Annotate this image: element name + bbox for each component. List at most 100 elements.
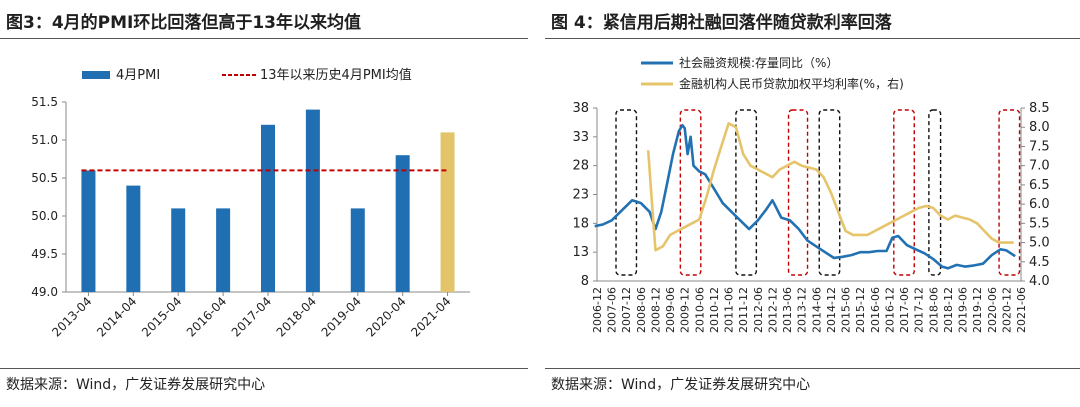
right-y-tick-label: 4.0 — [1029, 274, 1050, 289]
x-tick-label: 2017-06 — [898, 287, 911, 333]
right-y-tick-label: 8.0 — [1029, 120, 1050, 135]
x-tick-label: 2010-06 — [693, 287, 706, 333]
pmi-bar — [171, 208, 186, 292]
y-tick-label: 50.5 — [31, 171, 58, 185]
x-tick-label: 2016-06 — [869, 287, 882, 333]
left-y-tick-label: 8 — [581, 274, 589, 289]
x-tick-label: 2007-12 — [620, 287, 633, 333]
legend-pmi-label: 4月PMI — [116, 68, 160, 83]
tsf-stock-yoy-line — [594, 124, 1016, 270]
x-tick-label: 2017-04 — [229, 294, 274, 339]
y-tick-label: 51.0 — [31, 133, 58, 147]
figure-4-title: 图 4：紧信用后期社融回落伴随贷款利率回落 — [551, 13, 892, 33]
left-y-tick-label: 23 — [572, 188, 589, 203]
y-tick-label: 49.0 — [31, 285, 58, 299]
x-tick-label: 2021-06 — [1015, 287, 1028, 333]
figure-3-title: 图3：4月的PMI环比回落但高于13年以来均值 — [6, 13, 362, 33]
period-highlight-box — [679, 109, 702, 276]
y-tick-label: 49.5 — [31, 247, 58, 261]
x-tick-label: 2021-04 — [408, 294, 453, 339]
figure-3-source: 数据来源：Wind，广发证券发展研究中心 — [6, 377, 266, 393]
legend-rate-label: 金融机构人民币贷款加权平均利率(%，右) — [679, 76, 904, 91]
x-tick-label: 2015-06 — [840, 287, 853, 333]
right-y-tick-label: 6.5 — [1029, 178, 1050, 193]
period-highlight-box — [615, 109, 638, 276]
y-tick-label: 51.5 — [31, 95, 58, 109]
pmi-bar — [261, 124, 275, 292]
left-y-tick-label: 13 — [572, 245, 589, 260]
x-tick-label: 2018-06 — [927, 287, 940, 333]
x-tick-label: 2020-06 — [986, 287, 999, 333]
x-tick-label: 2013-06 — [781, 287, 794, 333]
period-highlight-box — [893, 109, 915, 276]
left-y-tick-label: 33 — [572, 130, 589, 145]
right-y-tick-label: 4.5 — [1029, 255, 1050, 270]
line-chart-period-boxes — [615, 109, 1021, 276]
figure-4-bottom-rule — [545, 368, 1080, 369]
right-y-tick-label: 6.0 — [1029, 197, 1050, 212]
legend-bar-swatch — [82, 71, 110, 79]
x-tick-label: 2012-06 — [752, 287, 765, 333]
left-y-tick-label: 18 — [572, 216, 589, 231]
x-tick-label: 2018-12 — [942, 287, 955, 333]
legend-tsf-label: 社会融资规模:存量同比（%） — [679, 55, 838, 70]
pmi-bar — [440, 132, 455, 292]
figure-4-top-rule — [545, 38, 1080, 39]
x-tick-label: 2013-04 — [49, 294, 94, 339]
right-y-tick-label: 5.5 — [1029, 216, 1050, 231]
figure-3-panel: 图3：4月的PMI环比回落但高于13年以来均值 4月PMI 13年以来历史4月P… — [0, 0, 528, 407]
pmi-bar — [350, 208, 365, 292]
x-tick-label: 2015-12 — [854, 287, 867, 333]
x-tick-label: 2019-06 — [957, 287, 970, 333]
x-tick-label: 2008-06 — [635, 287, 648, 333]
x-tick-label: 2017-12 — [913, 287, 926, 333]
x-tick-label: 2019-12 — [971, 287, 984, 333]
x-tick-label: 2013-12 — [796, 287, 809, 333]
loan-weighted-rate-line — [646, 122, 1014, 252]
line-chart-series — [594, 122, 1016, 270]
line-chart-axes — [593, 107, 1025, 282]
pmi-bar — [395, 155, 410, 292]
tsf-loan-rate-line-chart: 社会融资规模:存量同比（%） 金融机构人民币贷款加权平均利率(%，右) 8 13 1… — [572, 55, 1049, 333]
x-tick-label: 2020-12 — [1000, 287, 1013, 333]
x-tick-label: 2014-04 — [94, 294, 139, 339]
line-chart-legend: 社会融资规模:存量同比（%） 金融机构人民币贷款加权平均利率(%，右) — [641, 55, 904, 91]
y-tick-label: 50.0 — [31, 209, 58, 223]
pmi-bar — [81, 170, 96, 292]
figure-4-source: 数据来源：Wind，广发证券发展研究中心 — [551, 377, 811, 393]
figure-4-panel: 图 4：紧信用后期社融回落伴随贷款利率回落 社会融资规模:存量同比（%） 金融机… — [545, 0, 1080, 407]
x-tick-label: 2020-04 — [363, 294, 408, 339]
x-tick-label: 2011-12 — [737, 287, 750, 333]
bar-chart-legend: 4月PMI 13年以来历史4月PMI均值 — [82, 67, 412, 83]
period-highlight-box — [787, 109, 809, 276]
x-tick-label: 2019-04 — [319, 294, 364, 339]
right-y-tick-label: 7.0 — [1029, 159, 1050, 174]
x-tick-label: 2009-06 — [664, 287, 677, 333]
pmi-bar-chart: 4月PMI 13年以来历史4月PMI均值 49.0 49.5 50.0 50.5 51.… — [31, 67, 470, 340]
pmi-bar — [216, 208, 231, 292]
period-highlight-box — [928, 109, 942, 276]
x-tick-label: 2014-12 — [825, 287, 838, 333]
pmi-bar — [305, 109, 320, 292]
x-tick-label: 2010-12 — [708, 287, 721, 333]
x-tick-label: 2018-04 — [274, 294, 319, 339]
x-tick-label: 2011-06 — [723, 287, 736, 333]
legend-reference-label: 13年以来历史4月PMI均值 — [260, 67, 412, 83]
x-tick-label: 2009-12 — [679, 287, 692, 333]
right-y-tick-label: 5.0 — [1029, 236, 1050, 251]
figure-3-bottom-rule — [0, 368, 528, 369]
right-y-tick-label: 7.5 — [1029, 139, 1050, 154]
left-y-tick-label: 28 — [572, 159, 589, 174]
x-tick-label: 2012-12 — [766, 287, 779, 333]
x-tick-label: 2016-12 — [883, 287, 896, 333]
left-y-tick-label: 38 — [572, 101, 589, 116]
x-tick-label: 2007-06 — [606, 287, 619, 333]
x-tick-label: 2014-06 — [810, 287, 823, 333]
x-tick-label: 2016-04 — [184, 294, 229, 339]
pmi-bar — [126, 185, 141, 292]
x-tick-label: 2008-12 — [649, 287, 662, 333]
x-tick-label: 2006-12 — [591, 287, 604, 333]
figure-3-top-rule — [0, 38, 528, 39]
line-chart-tick-labels: 8 13 18 23 28 33 38 4.0 4.5 5.0 5.5 6.0 6.5 7.0 7.5 8.0… — [572, 101, 1049, 333]
